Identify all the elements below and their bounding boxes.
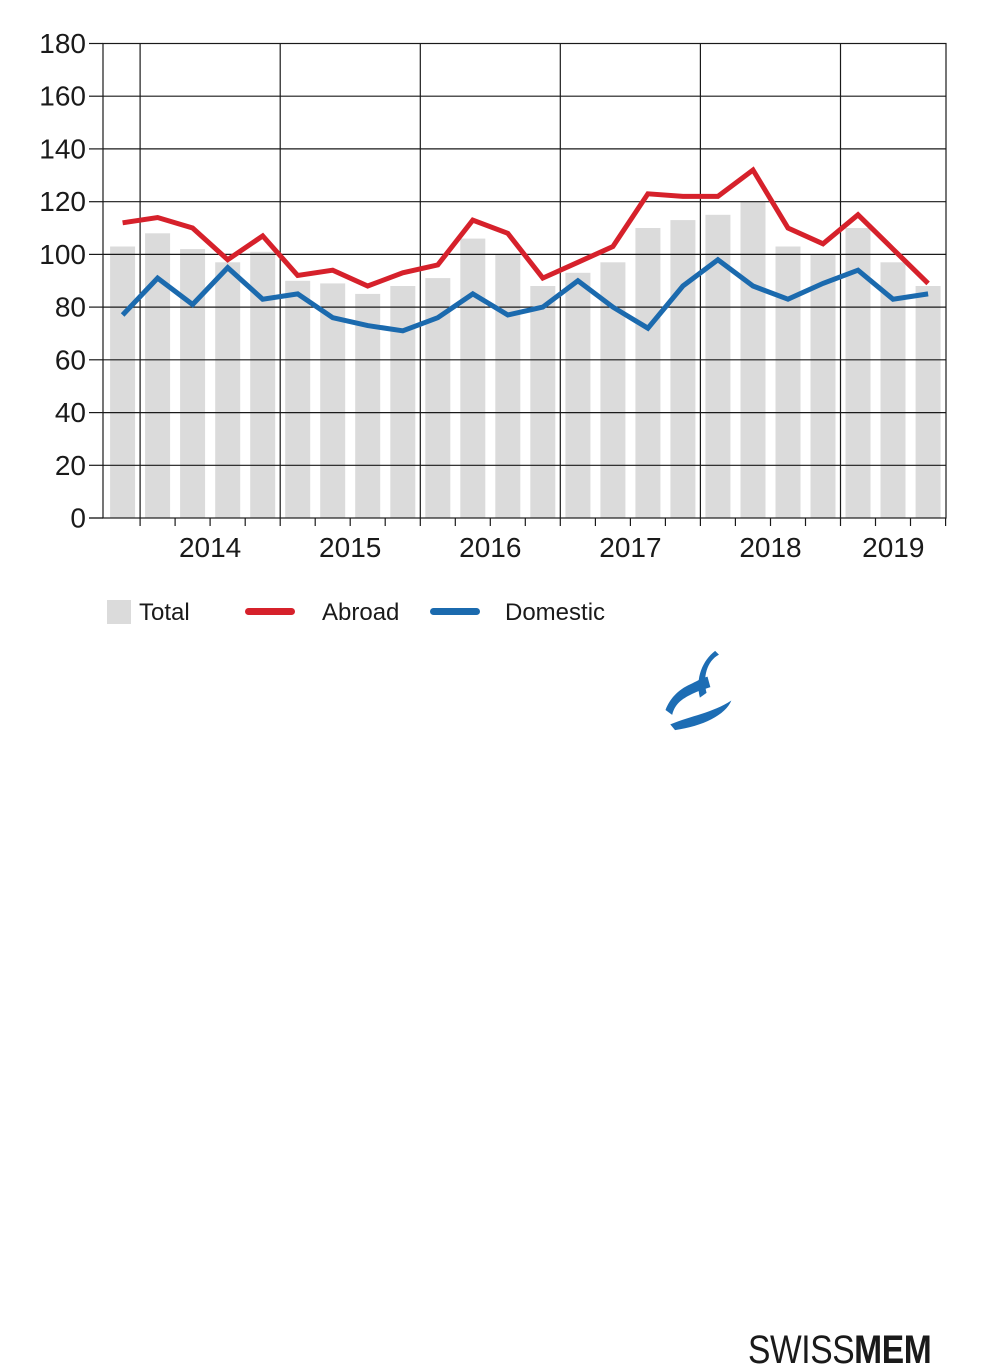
total-bar <box>355 293 381 518</box>
y-axis-label: 20 <box>55 450 86 481</box>
total-bar <box>460 238 486 518</box>
x-axis-year-label: 2014 <box>179 532 241 563</box>
x-axis-year-label: 2018 <box>739 532 801 563</box>
y-axis-label: 100 <box>39 239 86 270</box>
x-axis-year-label: 2016 <box>459 532 521 563</box>
legend-swatch-total <box>107 600 131 624</box>
x-axis-year-label: 2015 <box>319 532 381 563</box>
legend-swatch-domestic <box>430 608 480 615</box>
abroad-line <box>122 166 930 289</box>
y-axis-label: 160 <box>39 81 86 112</box>
plot-border <box>102 42 947 519</box>
domestic-line <box>120 256 929 334</box>
x-axis-year-label: 2017 <box>599 532 661 563</box>
total-bar <box>880 262 906 518</box>
swissmem-wordmark: SWISSMEM <box>748 1328 932 1372</box>
total-bar <box>810 254 836 518</box>
swissmem-mark-icon <box>665 650 732 731</box>
logo-text-swiss: SWISS <box>748 1328 855 1372</box>
total-bar <box>180 249 206 518</box>
legend-swatch-abroad <box>245 608 295 615</box>
total-bar <box>390 286 416 518</box>
total-bar <box>495 254 521 518</box>
y-axis-label: 180 <box>39 28 86 59</box>
swissmem-logo: SWISSMEM <box>655 648 985 1370</box>
y-axis-label: 60 <box>55 344 86 375</box>
total-bar <box>320 283 346 518</box>
y-axis-label: 0 <box>70 503 86 534</box>
total-bar <box>670 220 696 518</box>
y-axis-label: 40 <box>55 397 86 428</box>
legend-label-total: Total <box>139 599 190 626</box>
total-bar <box>530 286 556 518</box>
orders-index-chart: 0 20 40 60 80 100 120 140 160 180 2014 2015 2016 2017… <box>39 28 947 563</box>
total-bar <box>285 280 311 519</box>
y-axis-label: 120 <box>39 186 86 217</box>
total-bar <box>110 246 136 518</box>
legend-label-abroad: Abroad <box>322 599 400 626</box>
x-axis-year-label: 2019 <box>862 532 924 563</box>
total-bar <box>775 246 801 518</box>
legend-label-domestic: Domestic <box>505 599 606 626</box>
y-axis-label: 140 <box>39 133 86 164</box>
total-bar <box>565 272 591 518</box>
total-bar <box>915 286 941 518</box>
total-bar <box>215 262 241 518</box>
total-bar <box>635 228 661 518</box>
y-axis-label: 80 <box>55 292 86 323</box>
logo-text-mem: MEM <box>854 1328 932 1372</box>
